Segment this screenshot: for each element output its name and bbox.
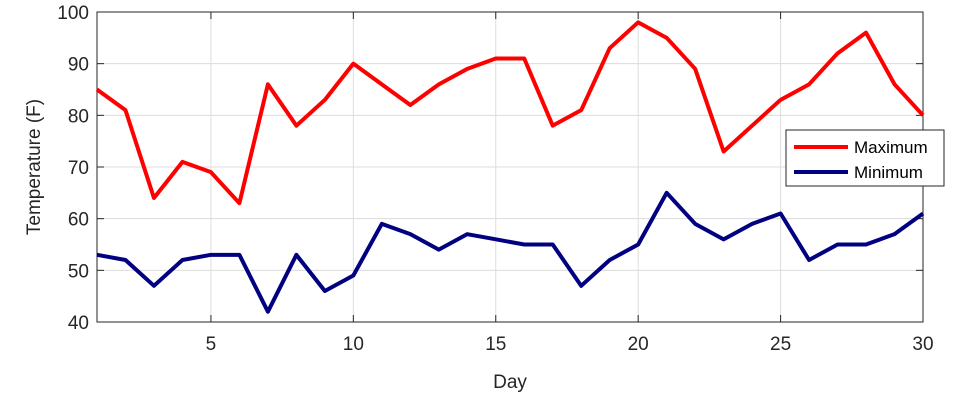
y-tick-label: 80 xyxy=(68,106,89,127)
x-tick-label: 15 xyxy=(485,334,506,355)
series-line-minimum xyxy=(96,190,925,314)
x-tick-label: 10 xyxy=(343,334,364,355)
y-tick-label: 60 xyxy=(68,210,89,231)
y-tick-label: 40 xyxy=(68,313,89,334)
y-axis-label: Temperature (F) xyxy=(24,99,45,235)
x-tick-label: 5 xyxy=(206,334,217,355)
legend: Maximum Minimum xyxy=(785,129,945,187)
y-tick-label: 70 xyxy=(68,158,89,179)
x-axis-label: Day xyxy=(493,372,527,393)
x-tick-label: 20 xyxy=(628,334,649,355)
y-tick-label: 50 xyxy=(68,261,89,282)
y-tick-label: 100 xyxy=(57,3,89,24)
legend-label-minimum: Minimum xyxy=(854,163,923,182)
series-line-maximum xyxy=(95,20,925,206)
grid-lines xyxy=(97,12,923,322)
legend-box xyxy=(785,129,945,187)
y-tick-label: 90 xyxy=(68,55,89,76)
series-lines xyxy=(95,20,925,314)
tick-labels: 5 10 15 20 25 30 40 50 60 70 80 90 100 xyxy=(57,3,933,355)
x-tick-label: 30 xyxy=(912,334,933,355)
legend-label-maximum: Maximum xyxy=(854,138,928,157)
x-tick-label: 25 xyxy=(770,334,791,355)
